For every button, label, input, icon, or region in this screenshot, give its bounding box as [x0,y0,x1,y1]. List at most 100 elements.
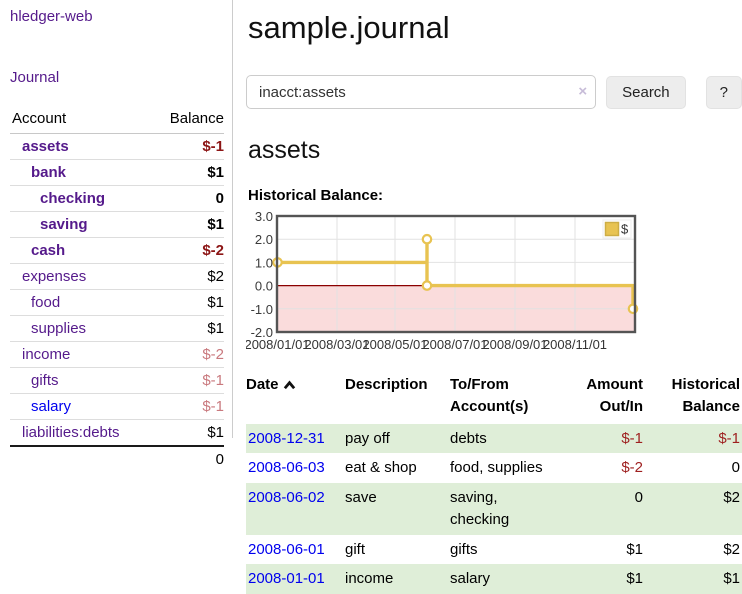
nav-journal-link[interactable]: Journal [10,69,60,86]
register-header-balance: Historical Balance [671,376,740,415]
account-row-supplies: supplies $1 [10,315,224,342]
register-header-description: Description [345,376,428,393]
page-title: sample.journal [248,10,450,45]
transaction-balance: $1 [723,570,740,588]
transaction-accounts: debts [450,429,487,447]
app-brand-link[interactable]: hledger-web [10,8,93,25]
account-link-salary[interactable]: salary [31,398,72,415]
svg-text:2008/03/01: 2008/03/01 [304,337,369,352]
help-button[interactable]: ? [705,75,742,109]
account-link-liabilities-debts[interactable]: liabilities:debts [22,424,120,441]
account-row-income: income $-2 [10,341,224,368]
account-row-bank: bank $1 [10,159,224,186]
register-header-date[interactable]: Date [246,374,345,424]
svg-text:0.0: 0.0 [255,279,273,294]
accounts-total-row: 0 [10,445,224,472]
legend-label: $ [621,222,629,237]
register-row: 2008-06-02 save saving, checking 0 $2 [246,483,742,535]
account-row-salary: salary $-1 [10,393,224,420]
account-balance: $2 [151,263,224,290]
account-link-gifts[interactable]: gifts [31,372,59,389]
account-row-cash: cash $-2 [10,237,224,264]
svg-text:2008/11/01: 2008/11/01 [543,337,607,352]
account-row-expenses: expenses $2 [10,263,224,290]
svg-text:-2.0: -2.0 [251,325,273,340]
transaction-description: pay off [345,429,390,447]
search-button[interactable]: Search [606,75,686,109]
clear-search-icon[interactable]: × [578,83,588,100]
transaction-amount: 0 [634,489,643,506]
svg-text:2.0: 2.0 [255,232,273,247]
account-link-checking[interactable]: checking [40,190,106,207]
accounts-header-account: Account [10,108,152,134]
account-balance: $-2 [151,237,224,264]
account-balance: $-1 [202,138,224,155]
x-axis-labels: 2008/01/01 2008/03/01 2008/05/01 2008/07… [246,337,607,352]
account-link-food[interactable]: food [31,294,61,311]
transaction-date-link[interactable]: 2008-12-31 [248,429,325,447]
transaction-accounts: food, supplies [450,459,543,477]
transaction-accounts: salary [450,570,491,588]
account-row-assets: assets $-1 [10,134,224,160]
account-row-gifts: gifts $-1 [10,367,224,394]
transaction-date-link[interactable]: 2008-06-01 [248,540,325,558]
register-row: 2008-06-01 gift gifts $1 $2 [246,535,742,565]
account-balance: $-2 [151,341,224,368]
negative-region [278,285,634,331]
transaction-accounts: saving, checking [450,489,510,528]
account-link-assets[interactable]: assets [22,138,69,155]
balance-line [277,237,635,309]
transaction-description: eat & shop [345,459,417,477]
svg-text:2008/09/01: 2008/09/01 [482,337,547,352]
account-link-cash[interactable]: cash [31,242,66,259]
transaction-description: income [345,570,394,588]
account-link-expenses[interactable]: expenses [22,268,87,285]
register-header-accounts: To/From Account(s) [450,376,529,415]
account-balance: $1 [151,159,224,186]
transaction-balance: $2 [723,540,740,558]
account-title: assets [248,136,321,164]
transaction-date-link[interactable]: 2008-06-02 [248,489,325,506]
chart-legend: $ [602,219,632,239]
accounts-header-balance: Balance [151,108,224,134]
account-balance: $1 [151,419,224,446]
main-content: sample.journal × Search ? assets Histori… [234,0,742,594]
legend-swatch [604,221,620,237]
transaction-date-link[interactable]: 2008-01-01 [248,570,325,588]
account-row-saving: saving $1 [10,211,224,238]
register-table: Date Description To/From Account(s) Amou… [246,374,742,594]
transaction-description: save [345,489,377,506]
account-link-bank[interactable]: bank [31,164,67,181]
svg-text:1.0: 1.0 [255,255,273,270]
account-row-liabilities-debts: liabilities:debts $1 [10,419,224,446]
y-axis-labels: 3.0 2.0 1.0 0.0 -1.0 -2.0 [251,212,273,340]
account-balance: $-1 [151,393,224,420]
search-input[interactable] [246,75,597,109]
register-header-amount: Amount Out/In [586,376,643,415]
transaction-amount: $1 [626,540,643,558]
sidebar-nav: Journal [10,69,224,86]
chart-caption: Historical Balance: [248,187,384,204]
transaction-date-link[interactable]: 2008-06-03 [248,459,325,477]
account-row-food: food $1 [10,289,224,316]
svg-text:2008/07/01: 2008/07/01 [422,337,487,352]
transaction-amount: $1 [626,570,643,588]
account-link-supplies[interactable]: supplies [31,320,87,337]
accounts-balance-table: Account Balance assets $-1 bank $1 check… [10,108,224,472]
transaction-amount: $-1 [621,429,643,447]
account-link-income[interactable]: income [22,346,71,363]
svg-text:3.0: 3.0 [255,212,273,224]
transaction-balance: $2 [723,489,740,506]
transaction-balance: $-1 [718,429,740,447]
transaction-balance: 0 [731,459,740,477]
account-balance: $-1 [151,367,224,394]
account-balance: $1 [151,211,224,238]
sidebar: hledger-web Journal Account Balance asse… [0,0,233,472]
account-row-checking: checking 0 [10,185,224,212]
transaction-amount: $-2 [621,459,643,477]
account-balance: $1 [151,289,224,316]
accounts-total-value: 0 [151,445,224,472]
account-link-saving[interactable]: saving [40,216,88,233]
account-balance: 0 [151,185,224,212]
transaction-accounts: gifts [450,540,478,558]
